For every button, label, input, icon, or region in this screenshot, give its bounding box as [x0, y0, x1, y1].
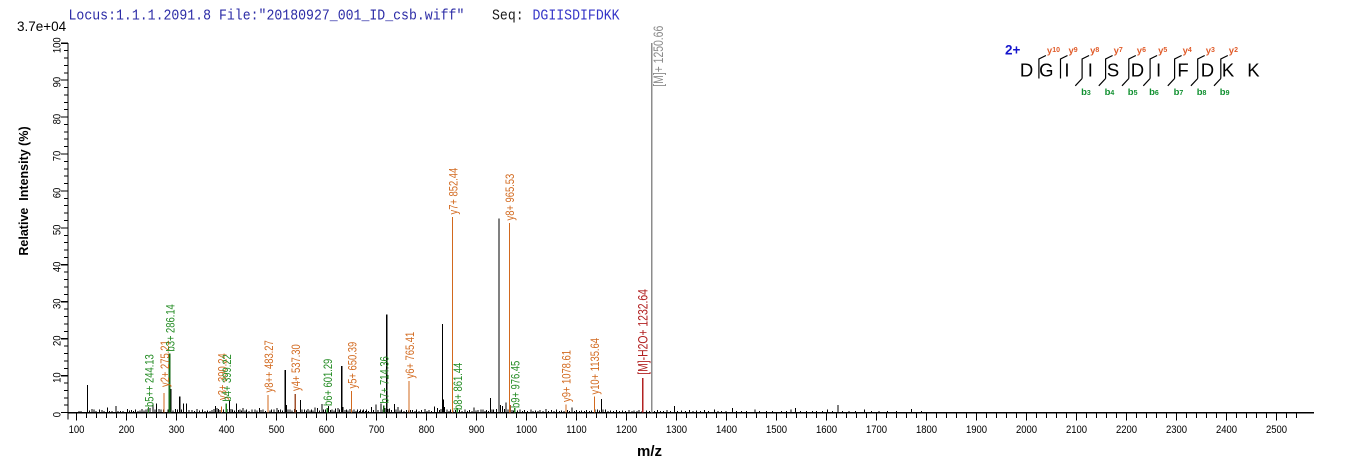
svg-text:300: 300: [169, 424, 185, 436]
svg-text:1000: 1000: [516, 424, 537, 436]
svg-text:b6: b6: [1149, 87, 1159, 98]
svg-text:2200: 2200: [1116, 424, 1137, 436]
svg-text:K: K: [1247, 59, 1260, 80]
svg-text:2000: 2000: [1016, 424, 1037, 436]
svg-text:y5+ 650.39: y5+ 650.39: [347, 342, 360, 389]
svg-text:2400: 2400: [1216, 424, 1237, 436]
svg-text:y8+ 965.53: y8+ 965.53: [504, 174, 517, 221]
svg-text:y7+ 852.44: y7+ 852.44: [448, 168, 461, 215]
svg-text:500: 500: [269, 424, 285, 436]
svg-text:I: I: [1156, 59, 1161, 80]
svg-text:F: F: [1177, 59, 1188, 80]
svg-text:b8+ 861.44: b8+ 861.44: [452, 363, 465, 410]
svg-text:b5++ 244.13: b5++ 244.13: [143, 354, 156, 407]
svg-text:30: 30: [52, 298, 64, 309]
svg-text:1300: 1300: [666, 424, 687, 436]
svg-text:2+: 2+: [1005, 43, 1021, 58]
svg-text:y5: y5: [1158, 46, 1167, 57]
svg-text:b6+ 601.29: b6+ 601.29: [322, 359, 335, 406]
svg-text:b4+ 399.22: b4+ 399.22: [221, 354, 234, 401]
svg-text:1400: 1400: [716, 424, 737, 436]
svg-text:50: 50: [52, 224, 64, 235]
svg-text:Seq:: Seq:: [492, 8, 524, 25]
svg-text:b8: b8: [1197, 87, 1207, 98]
svg-text:DGIISDIFDKK: DGIISDIFDKK: [533, 8, 621, 25]
svg-text:1600: 1600: [816, 424, 837, 436]
svg-text:100: 100: [52, 37, 64, 53]
svg-text:y8++ 483.27: y8++ 483.27: [263, 340, 276, 392]
svg-text:D: D: [1201, 59, 1214, 80]
svg-text:20: 20: [52, 335, 64, 346]
svg-text:800: 800: [419, 424, 435, 436]
svg-text:2500: 2500: [1266, 424, 1287, 436]
svg-text:1700: 1700: [866, 424, 887, 436]
svg-text:60: 60: [52, 188, 64, 199]
svg-text:100: 100: [69, 424, 85, 436]
svg-text:b9: b9: [1220, 87, 1230, 98]
svg-text:D: D: [1020, 59, 1033, 80]
svg-text:y10+ 1135.64: y10+ 1135.64: [589, 338, 602, 394]
svg-text:y9+ 1078.61: y9+ 1078.61: [561, 350, 574, 402]
svg-text:Relative Intensity (%): Relative Intensity (%): [17, 126, 31, 255]
svg-text:[M]+ 1250.66: [M]+ 1250.66: [651, 26, 667, 87]
svg-text:b3: b3: [1081, 87, 1091, 98]
svg-text:40: 40: [52, 261, 64, 272]
svg-text:2300: 2300: [1166, 424, 1187, 436]
svg-text:b7: b7: [1174, 87, 1184, 98]
svg-text:y10: y10: [1047, 46, 1060, 57]
svg-text:3.7e+04: 3.7e+04: [17, 19, 67, 34]
svg-text:b4: b4: [1105, 87, 1115, 98]
svg-text:400: 400: [219, 424, 235, 436]
svg-text:y2: y2: [1229, 46, 1238, 57]
svg-text:1200: 1200: [616, 424, 637, 436]
svg-text:K: K: [1222, 59, 1235, 80]
svg-text:y2+ 275.21: y2+ 275.21: [159, 340, 172, 387]
svg-text:90: 90: [52, 77, 64, 88]
svg-text:y7: y7: [1114, 46, 1123, 57]
svg-text:1900: 1900: [966, 424, 987, 436]
svg-text:2100: 2100: [1066, 424, 1087, 436]
svg-text:0: 0: [52, 412, 64, 417]
svg-text:10: 10: [52, 372, 64, 383]
svg-text:b5: b5: [1128, 87, 1138, 98]
svg-text:80: 80: [52, 114, 64, 125]
svg-text:y3+ 390.24: y3+ 390.24: [216, 353, 229, 400]
svg-text:[M]-H2O+ 1232.64: [M]-H2O+ 1232.64: [635, 289, 651, 375]
svg-text:y4: y4: [1183, 46, 1192, 57]
svg-text:I: I: [1064, 59, 1069, 80]
svg-text:y4+ 537.30: y4+ 537.30: [290, 344, 303, 391]
svg-text:b9+ 976.45: b9+ 976.45: [510, 361, 523, 408]
svg-text:1100: 1100: [566, 424, 587, 436]
svg-text:600: 600: [319, 424, 335, 436]
svg-text:y8: y8: [1090, 46, 1099, 57]
svg-text:700: 700: [369, 424, 385, 436]
svg-text:D: D: [1131, 59, 1144, 80]
svg-text:70: 70: [52, 151, 64, 162]
svg-text:G: G: [1039, 59, 1053, 80]
svg-text:I: I: [1088, 59, 1093, 80]
svg-text:y6+ 765.41: y6+ 765.41: [404, 332, 417, 379]
svg-text:y3: y3: [1206, 46, 1215, 57]
svg-text:S: S: [1107, 59, 1119, 80]
svg-text:1800: 1800: [916, 424, 937, 436]
svg-text:Locus:1.1.1.2091.8 File:"20180: Locus:1.1.1.2091.8 File:"20180927_001_ID…: [69, 8, 465, 25]
svg-text:900: 900: [469, 424, 485, 436]
svg-text:m/z: m/z: [637, 443, 662, 460]
svg-text:1500: 1500: [766, 424, 787, 436]
svg-text:b3+ 286.14: b3+ 286.14: [164, 304, 177, 351]
svg-text:200: 200: [119, 424, 135, 436]
svg-text:b7+ 714.36: b7+ 714.36: [378, 356, 391, 403]
svg-text:y6: y6: [1137, 46, 1146, 57]
svg-text:y9: y9: [1069, 46, 1078, 57]
